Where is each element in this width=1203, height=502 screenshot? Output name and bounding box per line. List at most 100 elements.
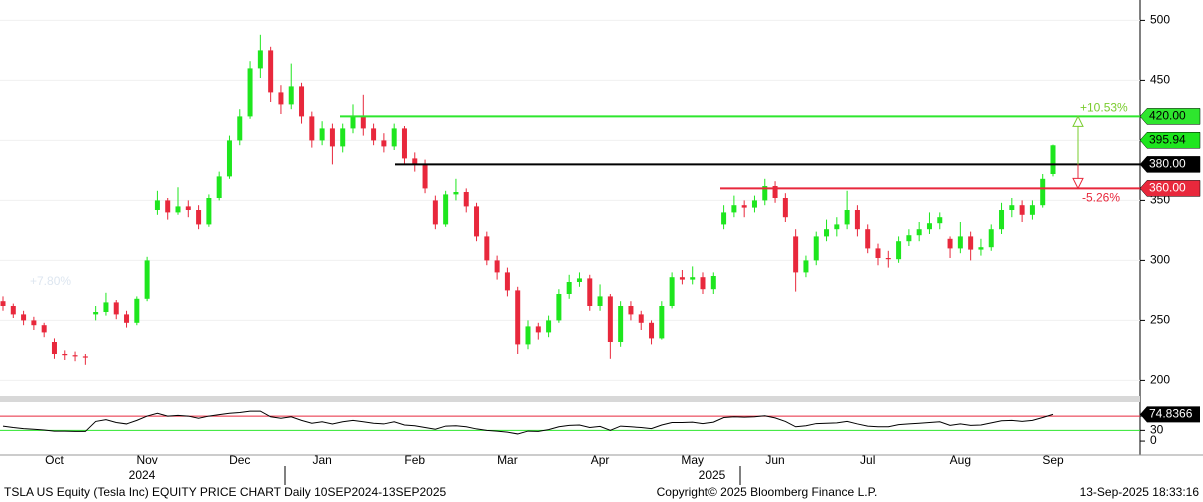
level-label: 420.00 bbox=[1149, 109, 1186, 123]
candle-body bbox=[309, 116, 315, 141]
level-label-box bbox=[1139, 156, 1201, 173]
rsi-line bbox=[2, 410, 1054, 435]
candle-body bbox=[751, 200, 757, 208]
candle-body bbox=[113, 302, 119, 315]
year-label: 2025 bbox=[699, 468, 726, 482]
candle-body bbox=[196, 210, 202, 225]
candle-body bbox=[288, 86, 294, 105]
x-tick-label: Aug bbox=[950, 453, 971, 467]
candle-body bbox=[82, 356, 88, 358]
candle-body bbox=[124, 314, 130, 323]
candle-body bbox=[854, 210, 860, 230]
y-tick-label: 500 bbox=[1150, 13, 1170, 27]
candle-body bbox=[165, 200, 171, 213]
level-label: 380.00 bbox=[1149, 157, 1186, 171]
footer-right: 13-Sep-2025 18:33:16 bbox=[1080, 485, 1200, 499]
candle-body bbox=[947, 238, 953, 249]
panel-divider bbox=[0, 396, 1140, 402]
candle-body bbox=[700, 277, 706, 290]
level-label-box bbox=[1139, 180, 1201, 197]
candle-body bbox=[453, 192, 459, 195]
candle-body bbox=[371, 128, 377, 141]
candle-body bbox=[185, 206, 191, 210]
candle-body bbox=[412, 158, 418, 165]
candle-body bbox=[103, 302, 109, 312]
candle-body bbox=[463, 192, 469, 207]
candle-body bbox=[906, 235, 912, 242]
candle-body bbox=[247, 68, 253, 117]
candle-body bbox=[41, 325, 47, 333]
candle-body bbox=[515, 290, 521, 345]
year-label: 2024 bbox=[129, 468, 156, 482]
candle-body bbox=[885, 258, 891, 260]
candle-body bbox=[999, 210, 1005, 230]
candle-body bbox=[31, 320, 37, 326]
candle-body bbox=[576, 278, 582, 282]
candle-body bbox=[1029, 205, 1035, 215]
candle-body bbox=[659, 306, 665, 339]
price-panel bbox=[0, 0, 1140, 396]
candle-body bbox=[741, 205, 747, 208]
candle-body bbox=[638, 314, 644, 323]
candle-body bbox=[206, 198, 212, 225]
x-tick-label: Nov bbox=[136, 453, 157, 467]
candle-body bbox=[340, 128, 346, 147]
y-tick-label: 450 bbox=[1150, 73, 1170, 87]
rsi-last-box bbox=[1140, 406, 1200, 423]
candle-body bbox=[51, 342, 57, 354]
candle-body bbox=[566, 282, 572, 294]
x-tick-label: Feb bbox=[404, 453, 425, 467]
candle-body bbox=[474, 206, 480, 237]
y-tick-label: 0 bbox=[1150, 433, 1157, 447]
change-annotation: +10.53% bbox=[1080, 101, 1128, 115]
x-tick-label: Sep bbox=[1042, 453, 1064, 467]
candle-body bbox=[556, 294, 562, 321]
candle-body bbox=[628, 306, 634, 315]
candle-body bbox=[875, 248, 881, 258]
y-tick-label: 300 bbox=[1150, 253, 1170, 267]
x-tick-label: May bbox=[681, 453, 704, 467]
candle-body bbox=[587, 278, 593, 306]
candle-body bbox=[649, 322, 655, 339]
candle-body bbox=[865, 229, 871, 249]
x-tick-label: Jun bbox=[765, 453, 784, 467]
x-tick-label: Mar bbox=[497, 453, 518, 467]
candle-body bbox=[443, 194, 449, 225]
y-tick-label: 200 bbox=[1150, 373, 1170, 387]
candle-body bbox=[432, 200, 438, 225]
candle-body bbox=[62, 354, 68, 356]
candle-body bbox=[1050, 145, 1056, 174]
candle-body bbox=[134, 298, 140, 323]
candle-body bbox=[926, 223, 932, 230]
candle-body bbox=[257, 50, 263, 69]
faded-annotation: +7.80% bbox=[30, 274, 71, 288]
candle-body bbox=[504, 272, 510, 291]
rsi-last-label: 74.8366 bbox=[1149, 407, 1193, 421]
candle-body bbox=[299, 86, 305, 117]
candle-body bbox=[226, 140, 232, 177]
arrow-down-head bbox=[1072, 177, 1084, 190]
candle-body bbox=[546, 320, 552, 333]
candle-body bbox=[381, 140, 387, 147]
last-price-label-box bbox=[1139, 132, 1201, 149]
candle-body bbox=[494, 260, 500, 273]
candle-body bbox=[988, 229, 994, 248]
candle-body bbox=[1009, 205, 1015, 210]
candle-body bbox=[669, 277, 675, 306]
candle-body bbox=[896, 241, 902, 260]
candle-body bbox=[844, 210, 850, 225]
x-tick-label: Jan bbox=[312, 453, 331, 467]
candle-body bbox=[721, 212, 727, 225]
x-tick-label: Apr bbox=[591, 453, 610, 467]
candle-body bbox=[237, 116, 243, 141]
candle-body bbox=[329, 128, 335, 147]
candle-body bbox=[772, 186, 778, 198]
level-label: 360.00 bbox=[1149, 181, 1186, 195]
candle-body bbox=[175, 206, 181, 213]
candle-body bbox=[824, 229, 830, 237]
candle-body bbox=[319, 128, 325, 141]
candle-body bbox=[401, 128, 407, 159]
candle-body bbox=[813, 236, 819, 261]
candle-body bbox=[1040, 178, 1046, 206]
